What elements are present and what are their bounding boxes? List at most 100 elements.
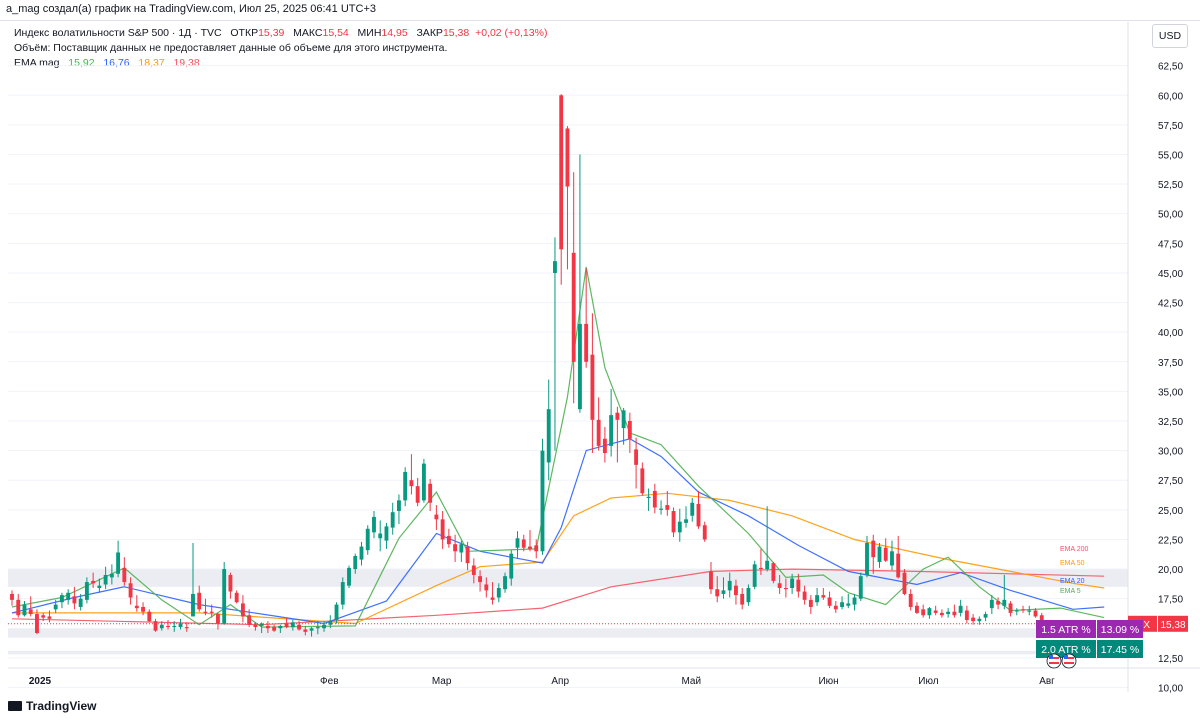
candle-body [840, 602, 844, 607]
atr-box-label-bg [1036, 620, 1096, 638]
y-tick-label: 40,00 [1158, 328, 1183, 339]
candle-body [1021, 609, 1025, 611]
candle-body [35, 614, 39, 634]
atr-box-label-bg [1036, 640, 1096, 658]
candle-body [22, 604, 27, 616]
flag-canton [1064, 655, 1068, 659]
y-tick-label: 55,00 [1158, 151, 1183, 162]
symbol-title[interactable]: Индекс волатильности S&P 500 · 1Д · TVC [14, 27, 222, 39]
candle-body [896, 553, 901, 578]
candle-body [372, 516, 376, 533]
candle-body [727, 580, 732, 591]
candle-body [421, 463, 426, 501]
atr-box-value: 13.09 % [1101, 624, 1140, 636]
y-tick-label: 37,50 [1158, 358, 1183, 369]
candle-body [684, 519, 688, 523]
candle-body [53, 604, 58, 610]
candle-body [571, 252, 576, 362]
candle-body [921, 609, 926, 616]
ema-end-label: EMA 50 [1060, 560, 1085, 567]
flag-stripe [1064, 657, 1074, 659]
tradingview-logo: TradingView [8, 699, 96, 713]
ema-end-label: EMA 5 [1060, 588, 1081, 595]
y-tick-label: 17,50 [1158, 595, 1183, 606]
candle-body [397, 500, 401, 512]
candle-body [41, 615, 46, 618]
y-tick-label: 27,50 [1158, 476, 1183, 487]
candle-body [821, 595, 826, 598]
candle-body [665, 505, 670, 510]
y-tick-label: 12,50 [1158, 654, 1183, 665]
y-tick-label: 10,00 [1158, 684, 1183, 695]
candle-body [166, 625, 170, 628]
x-tick-label: Май [681, 676, 701, 687]
candle-body [459, 544, 464, 553]
candle-body [833, 605, 838, 610]
candle-body [409, 480, 414, 487]
candle-body [203, 611, 208, 613]
open-value: 15,39 [258, 27, 285, 39]
candle-body [565, 128, 570, 187]
candle-body [908, 593, 913, 607]
candle-body [777, 583, 782, 589]
candle-body [278, 625, 283, 629]
candle-body [952, 611, 957, 616]
candle-body [958, 605, 963, 613]
candle-body [365, 528, 370, 551]
candle-body [1008, 603, 1013, 613]
candle-body [640, 468, 645, 494]
candle-body [540, 450, 545, 552]
candle-body [178, 623, 183, 628]
candle-body [933, 610, 938, 613]
candle-body [902, 572, 907, 594]
candle-body [671, 511, 676, 533]
candle-body [852, 597, 857, 605]
candle-body [465, 546, 470, 564]
candle-body [696, 503, 701, 527]
candle-body [290, 622, 295, 628]
candle-body [802, 591, 807, 600]
shaded-zone-0 [8, 569, 1128, 587]
candle-body [521, 539, 526, 548]
last-price-tag [1158, 615, 1188, 632]
candle-body [159, 624, 164, 629]
last-price-tag-text: 15,38 [1160, 620, 1185, 631]
atr-box-value: 17.45 % [1101, 644, 1140, 656]
candle-body [334, 604, 339, 620]
candle-body [1002, 599, 1007, 606]
logo-icon [8, 701, 22, 711]
candle-body [927, 608, 932, 616]
y-tick-label: 47,50 [1158, 239, 1183, 250]
candle-body [609, 415, 614, 446]
candle-body [721, 590, 726, 594]
candle-body [971, 617, 976, 622]
candle-body [577, 323, 582, 410]
ema-line-2 [11, 438, 1105, 625]
y-tick-label: 32,50 [1158, 417, 1183, 428]
x-tick-label: Фев [320, 676, 338, 687]
candle-body [322, 624, 326, 629]
candle-body [652, 490, 657, 508]
currency-button[interactable]: USD [1152, 24, 1188, 48]
symbol-row: Индекс волатильности S&P 500 · 1Д · TVC … [14, 26, 547, 41]
candle-body [222, 569, 227, 624]
candle-body [509, 553, 514, 579]
candle-body [390, 512, 395, 528]
candle-body [59, 595, 64, 603]
candle-body [858, 576, 863, 599]
candle-body [84, 582, 89, 600]
atr-box-value-bg [1097, 620, 1143, 638]
y-tick-label: 57,50 [1158, 121, 1183, 132]
ema-line-3 [11, 266, 1105, 628]
candle-body [353, 556, 358, 570]
atr-box-label: 1.5 ATR % [1041, 624, 1090, 636]
candle-body [240, 603, 245, 617]
candle-body [590, 354, 595, 420]
ema-line-1 [12, 492, 1105, 625]
candle-body [153, 621, 158, 631]
candle-body [10, 593, 14, 600]
candle-body [503, 576, 507, 590]
high-value: 15,54 [322, 27, 349, 39]
candle-body [484, 584, 489, 591]
